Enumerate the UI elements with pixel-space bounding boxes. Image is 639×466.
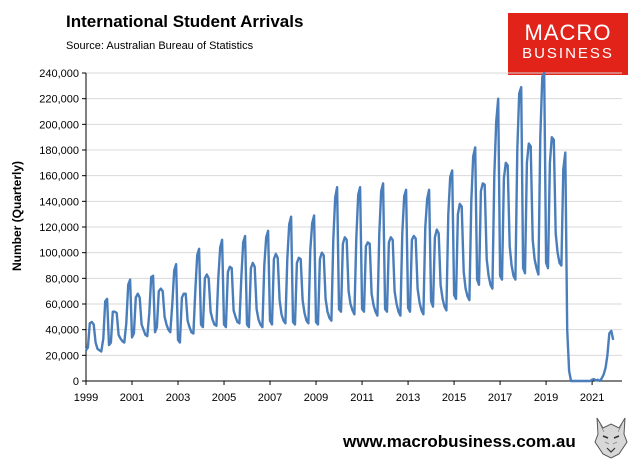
x-tick-label: 2007 xyxy=(258,392,282,404)
footer-url[interactable]: www.macrobusiness.com.au xyxy=(343,432,576,451)
y-axis-label: Number (Quarterly) xyxy=(10,161,24,271)
macrobusiness-logo[interactable]: MACRO BUSINESS xyxy=(508,13,628,75)
y-axis-ticks: 0 20,000 40,000 60,000 80,000 100,000 120,000 1… xyxy=(39,68,79,388)
y-tick-label: 0 xyxy=(73,376,79,388)
logo-line-business: BUSINESS xyxy=(522,45,614,62)
x-tick-label: 2013 xyxy=(396,392,420,404)
wolf-logo-icon xyxy=(594,417,628,459)
x-axis-ticks: 1999 2001 2003 2005 2007 2009 2011 2013 2015 2017… xyxy=(74,392,605,404)
x-tick-label: 2019 xyxy=(534,392,558,404)
y-tick-label: 80,000 xyxy=(45,273,79,285)
y-tick-label: 160,000 xyxy=(39,171,79,183)
y-tick-label: 60,000 xyxy=(45,299,79,311)
y-tick-label: 240,000 xyxy=(39,68,79,80)
x-tick-label: 2003 xyxy=(166,392,190,404)
series-line xyxy=(85,71,615,383)
chart-axes xyxy=(82,72,622,385)
x-tick-label: 2015 xyxy=(442,392,466,404)
y-tick-label: 100,000 xyxy=(39,248,79,260)
chart-source: Source: Australian Bureau of Statistics xyxy=(66,40,254,52)
x-tick-label: 2005 xyxy=(212,392,236,404)
x-tick-label: 2009 xyxy=(304,392,328,404)
chart-series xyxy=(85,71,615,383)
logo-line-macro: MACRO xyxy=(524,20,612,45)
x-tick-label: 2001 xyxy=(120,392,144,404)
y-tick-label: 40,000 xyxy=(45,325,79,337)
x-tick-label: 2011 xyxy=(350,392,374,404)
y-tick-label: 180,000 xyxy=(39,145,79,157)
chart-title: International Student Arrivals xyxy=(66,12,304,31)
y-tick-label: 120,000 xyxy=(39,222,79,234)
x-tick-label: 2021 xyxy=(580,392,604,404)
y-tick-label: 20,000 xyxy=(45,350,79,362)
x-tick-label: 2017 xyxy=(488,392,512,404)
y-tick-label: 220,000 xyxy=(39,94,79,106)
x-tick-label: 1999 xyxy=(74,392,98,404)
y-tick-label: 140,000 xyxy=(39,196,79,208)
y-tick-label: 200,000 xyxy=(39,119,79,131)
